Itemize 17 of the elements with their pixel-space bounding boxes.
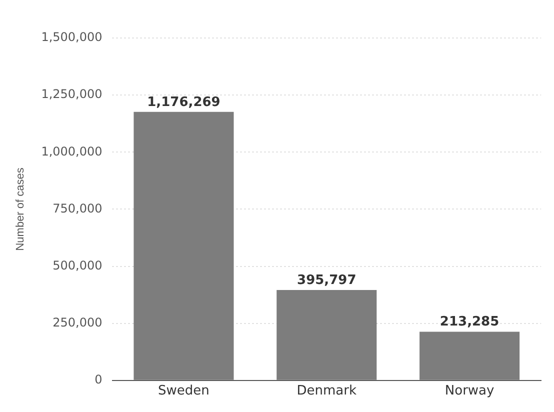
y-tick-label: 1,250,000 <box>41 87 102 102</box>
data-label: 395,797 <box>297 272 356 288</box>
y-tick-label: 500,000 <box>52 258 102 272</box>
y-tick-label: 0 <box>94 372 102 387</box>
bar <box>276 290 377 380</box>
x-tick-label: Denmark <box>296 384 357 399</box>
y-tick-label: 250,000 <box>52 315 102 330</box>
x-tick-label: Sweden <box>158 384 210 399</box>
bar <box>134 112 234 380</box>
data-label: 1,176,269 <box>147 94 220 110</box>
x-tick-label: Norway <box>444 384 495 399</box>
bar <box>420 332 520 380</box>
y-axis-title: Number of cases <box>14 167 27 251</box>
y-tick-label: 1,500,000 <box>41 30 102 44</box>
y-tick-label: 1,000,000 <box>41 144 102 158</box>
data-label: 213,285 <box>440 314 500 330</box>
y-tick-label: 750,000 <box>52 201 102 216</box>
